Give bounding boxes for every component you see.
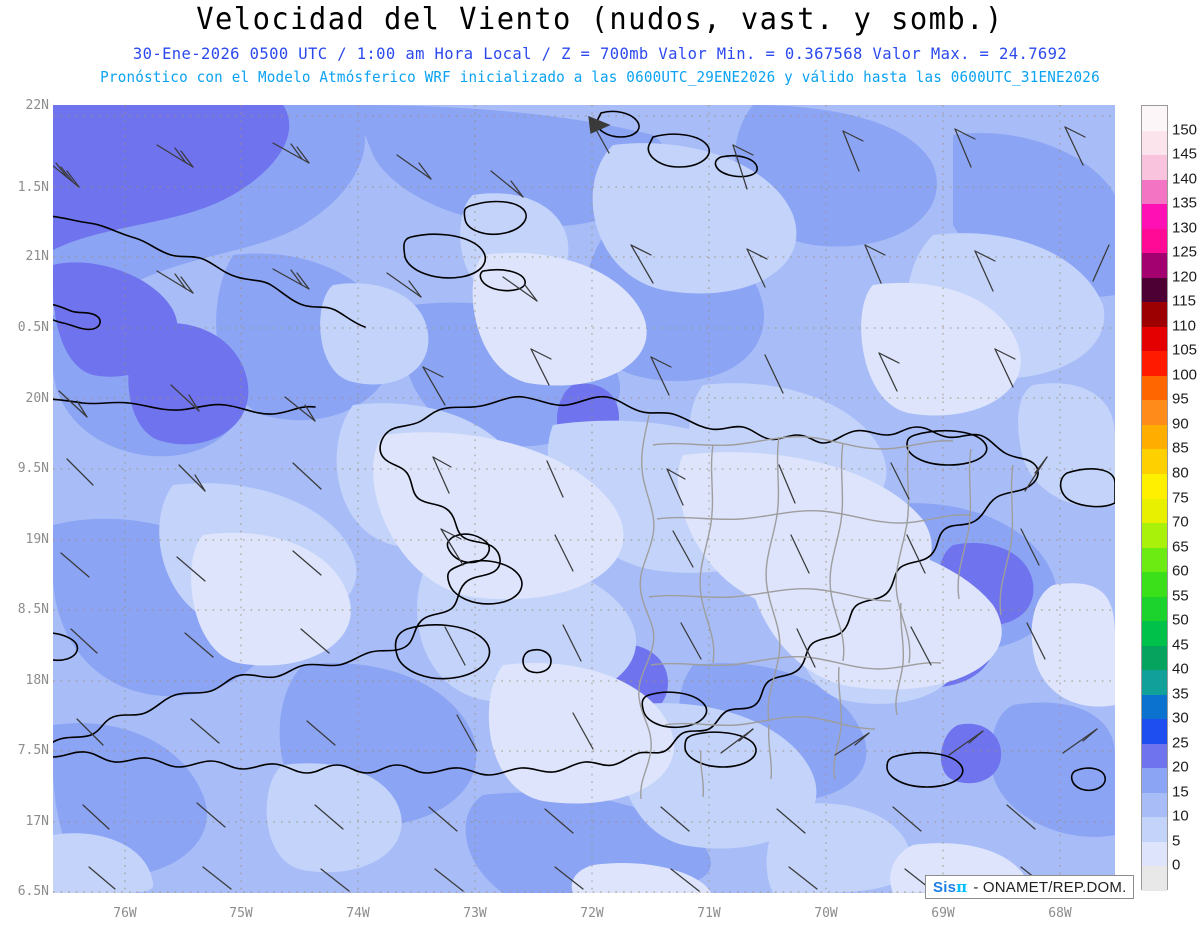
y-tick-8: 18N xyxy=(25,673,49,688)
x-tick-6: 70W xyxy=(814,906,838,921)
colorbar-swatch xyxy=(1142,523,1167,548)
colorbar-tick-115: 115 xyxy=(1172,292,1196,310)
colorbar-tick-90: 90 xyxy=(1172,415,1189,433)
x-tick-0: 76W xyxy=(113,906,137,921)
colorbar-tick-120: 120 xyxy=(1172,268,1198,286)
x-tick-2: 74W xyxy=(346,906,370,921)
colorbar-tick-140: 140 xyxy=(1172,170,1198,188)
colorbar-tick-35: 35 xyxy=(1172,685,1189,703)
x-tick-7: 69W xyxy=(931,906,955,921)
colorbar-swatch xyxy=(1142,351,1167,376)
colorbar-swatch xyxy=(1142,645,1167,671)
colorbar-swatch xyxy=(1142,719,1167,744)
colorbar-tick-70: 70 xyxy=(1172,513,1189,531)
colorbar-tick-30: 30 xyxy=(1172,709,1189,727)
dominican-republic-province-borders xyxy=(638,414,1014,800)
y-tick-5: 9.5N xyxy=(17,461,49,476)
colorbar-tick-20: 20 xyxy=(1172,758,1189,776)
x-tick-4: 72W xyxy=(580,906,604,921)
colorbar-swatch xyxy=(1142,130,1167,156)
colorbar-tick-65: 65 xyxy=(1172,538,1189,556)
colorbar-tick-110: 110 xyxy=(1172,317,1196,335)
colorbar-tick-10: 10 xyxy=(1172,807,1189,825)
colorbar-swatch xyxy=(1142,106,1167,131)
y-tick-9: 7.5N xyxy=(17,743,49,758)
colorbar-tick-125: 125 xyxy=(1172,243,1198,261)
y-tick-11: 6.5N xyxy=(17,884,49,899)
colorbar-tick-95: 95 xyxy=(1172,390,1189,408)
colorbar-swatch xyxy=(1142,743,1167,769)
colorbar-tick-75: 75 xyxy=(1172,489,1189,506)
colorbar-swatch xyxy=(1142,473,1167,499)
wind-barbs xyxy=(53,116,1110,892)
colorbar-swatch xyxy=(1142,204,1167,229)
colorbar-swatch xyxy=(1142,424,1167,450)
colorbar-swatch xyxy=(1142,155,1167,180)
colorbar-swatch xyxy=(1142,228,1167,254)
colorbar-tick-80: 80 xyxy=(1172,464,1189,482)
colorbar-swatch xyxy=(1142,817,1167,842)
colorbar-swatch xyxy=(1142,792,1167,818)
colorbar-swatch xyxy=(1142,621,1167,646)
colorbar-tick-45: 45 xyxy=(1172,636,1189,654)
colorbar-tick-25: 25 xyxy=(1172,734,1189,752)
colorbar-swatch xyxy=(1142,326,1167,352)
y-tick-1: 1.5N xyxy=(17,180,49,195)
shaded-wind-speed-field xyxy=(53,105,1115,893)
x-tick-8: 68W xyxy=(1048,906,1072,921)
y-tick-6: 19N xyxy=(25,532,49,547)
colorbar-tick-5: 5 xyxy=(1172,832,1181,850)
colorbar-tick-60: 60 xyxy=(1172,562,1189,580)
y-tick-3: 0.5N xyxy=(17,320,49,335)
colorbar-swatch xyxy=(1142,572,1167,597)
colorbar-swatch xyxy=(1142,547,1167,573)
y-tick-2: 21N xyxy=(25,249,49,264)
colorbar-tick-145: 145 xyxy=(1172,145,1198,163)
colorbar-tick-135: 135 xyxy=(1172,194,1198,212)
colorbar-tick-55: 55 xyxy=(1172,587,1189,605)
colorbar-tick-150: 150 xyxy=(1172,121,1198,139)
page-title: Velocidad del Viento (nudos, vast. y som… xyxy=(196,2,1004,37)
logo-sis-text: Sis xyxy=(933,878,957,896)
forecast-meta-line: 30-Ene-2026 0500 UTC / 1:00 am Hora Loca… xyxy=(132,44,1068,63)
agency-logo: Sis π - ONAMET/REP.DOM. xyxy=(925,875,1135,899)
colorbar-tick-0: 0 xyxy=(1172,856,1181,874)
logo-agency-text: - ONAMET/REP.DOM. xyxy=(973,878,1127,896)
logo-pi-icon: π xyxy=(956,878,968,896)
colorbar-swatch xyxy=(1142,694,1167,720)
y-tick-4: 20N xyxy=(25,391,49,406)
colorbar-tick-105: 105 xyxy=(1172,341,1198,359)
y-tick-10: 17N xyxy=(25,814,49,829)
y-tick-0: 22N xyxy=(25,98,49,113)
wind-speed-map xyxy=(53,105,1115,893)
colorbar-swatch xyxy=(1142,596,1167,622)
colorbar-swatch xyxy=(1142,841,1167,867)
x-tick-3: 73W xyxy=(463,906,487,921)
colorbar-swatch xyxy=(1142,277,1167,303)
colorbar-swatch xyxy=(1142,498,1167,524)
model-info-line: Pronóstico con el Modelo Atmósferico WRF… xyxy=(100,68,1100,86)
colorbar-swatch xyxy=(1142,302,1167,327)
colorbar-swatch xyxy=(1142,375,1167,401)
colorbar-swatch xyxy=(1142,866,1167,891)
colorbar-tick-85: 85 xyxy=(1172,439,1189,457)
colorbar-swatch xyxy=(1142,253,1167,278)
colorbar xyxy=(1141,105,1168,891)
colorbar-swatch xyxy=(1142,400,1167,425)
colorbar-tick-50: 50 xyxy=(1172,611,1189,629)
colorbar-tick-15: 15 xyxy=(1172,783,1189,801)
colorbar-tick-130: 130 xyxy=(1172,219,1198,237)
colorbar-tick-40: 40 xyxy=(1172,660,1189,678)
colorbar-swatch xyxy=(1142,670,1167,695)
x-tick-5: 71W xyxy=(697,906,721,921)
colorbar-swatch xyxy=(1142,449,1167,474)
colorbar-swatch xyxy=(1142,768,1167,793)
coastlines xyxy=(53,110,1115,792)
y-tick-7: 8.5N xyxy=(17,602,49,617)
colorbar-swatch xyxy=(1142,179,1167,205)
colorbar-tick-100: 100 xyxy=(1172,366,1198,384)
x-tick-1: 75W xyxy=(229,906,253,921)
